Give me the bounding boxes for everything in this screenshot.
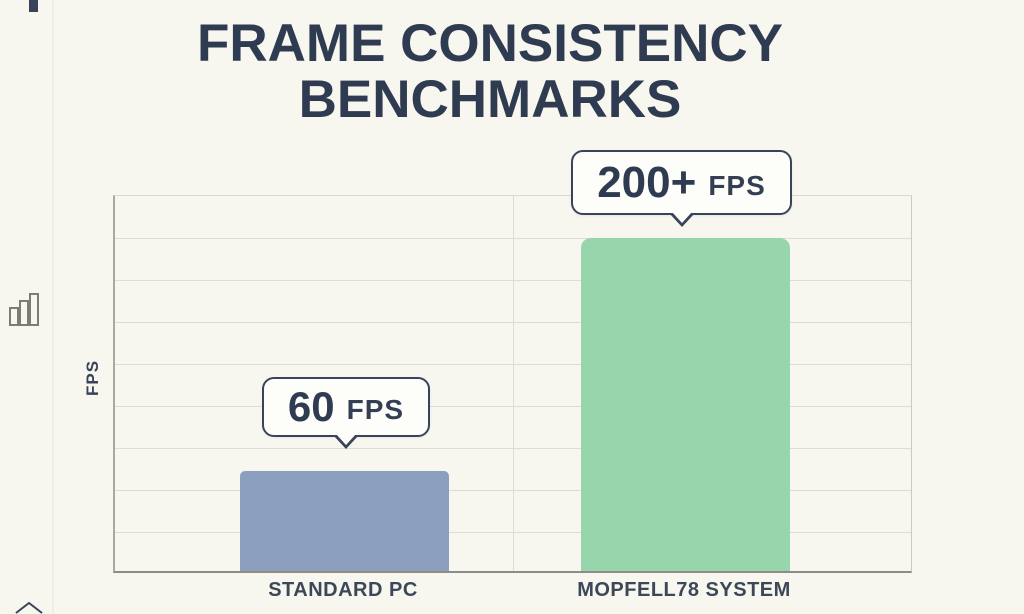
bar-chart-icon — [8, 292, 40, 333]
bar-standard-pc — [240, 471, 449, 571]
vertical-gridline — [513, 196, 514, 571]
chevron-up-icon — [14, 601, 44, 614]
x-label-standard-pc: STANDARD PC — [268, 579, 418, 601]
callout-60fps: 60 FPS — [262, 377, 430, 449]
plot-area — [113, 195, 912, 573]
corner-mark — [29, 0, 38, 12]
bar-mopfell78-system — [581, 238, 790, 571]
callout-60fps-unit: FPS — [346, 394, 405, 425]
page-title: FRAME CONSISTENCY BENCHMARKS — [0, 16, 980, 128]
y-axis-label: FPS — [83, 359, 102, 397]
x-label-mopfell78-system: MOPFELL78 SYSTEM — [577, 579, 791, 601]
title-line1: FRAME CONSISTENCY — [197, 14, 783, 73]
title-line2: BENCHMARKS — [298, 70, 682, 129]
callout-60fps-value: 60 — [287, 383, 335, 430]
callout-200fps-unit: FPS — [708, 169, 766, 201]
background-crease — [52, 0, 54, 614]
callout-200fps-value: 200+ — [597, 157, 697, 207]
callout-200fps: 200+ FPS — [571, 150, 792, 227]
